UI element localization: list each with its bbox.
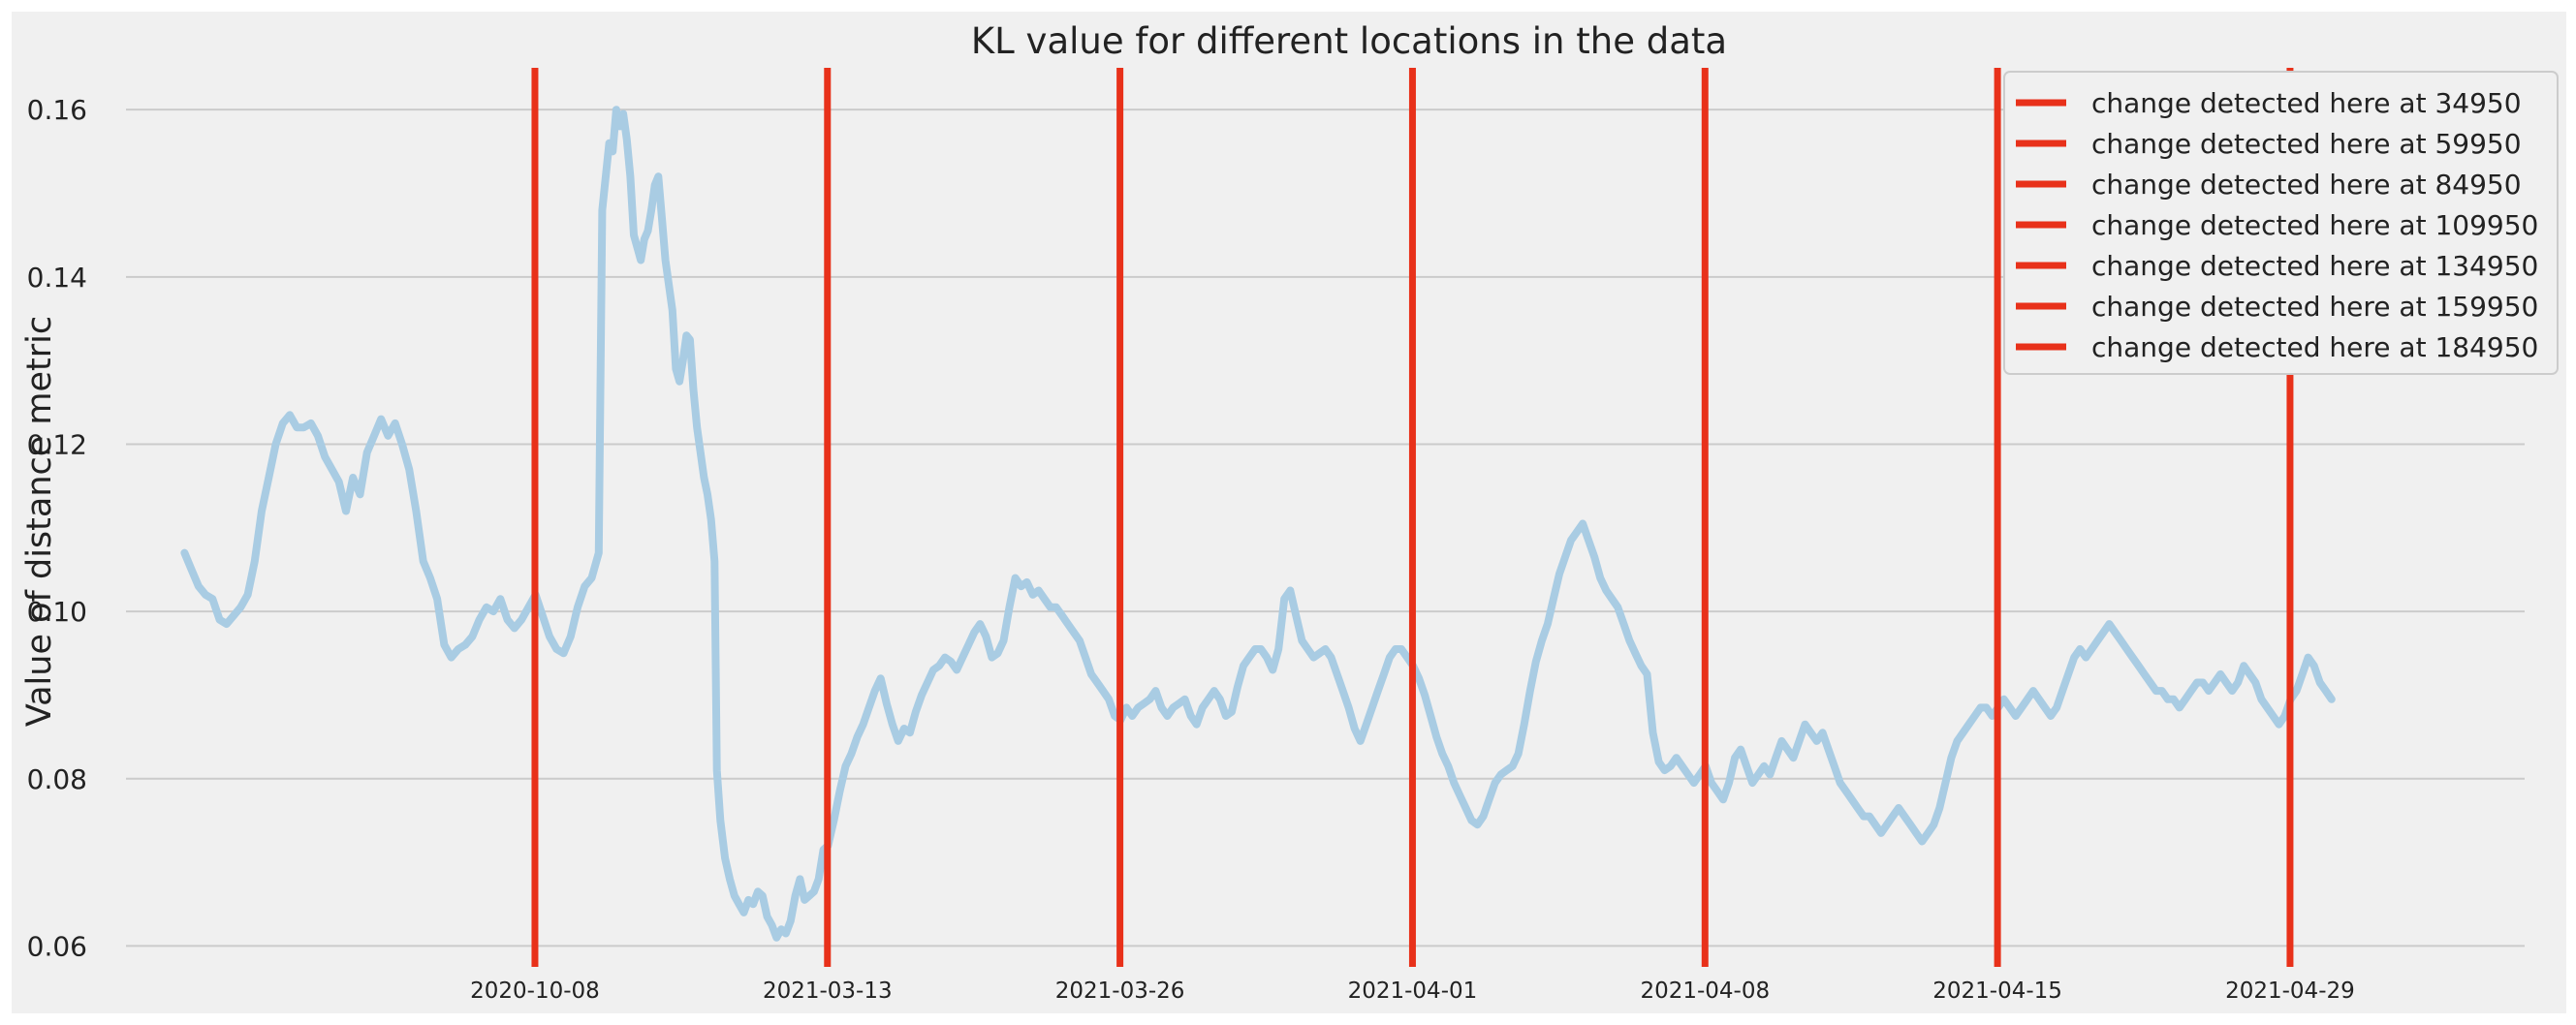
- y-tick-label: 0.08: [27, 763, 87, 795]
- chart-title: KL value for different locations in the …: [971, 20, 1727, 62]
- x-tick-label: 2021-03-13: [763, 978, 893, 1004]
- legend-label: change detected here at 84950: [2091, 169, 2522, 201]
- y-tick-label: 0.06: [27, 930, 87, 962]
- legend-label: change detected here at 59950: [2091, 128, 2522, 160]
- x-tick-label: 2021-04-29: [2225, 978, 2355, 1004]
- y-tick-label: 0.14: [27, 262, 87, 294]
- y-tick-label: 0.10: [27, 596, 87, 628]
- legend-label: change detected here at 134950: [2091, 250, 2538, 282]
- series-layer: [180, 106, 2336, 942]
- legend: change detected here at 34950 change dete…: [2003, 71, 2559, 375]
- x-tick-label: 2021-04-01: [1348, 978, 1478, 1004]
- x-tick-label: 2020-10-08: [470, 978, 600, 1004]
- kl-series-line: [180, 106, 2336, 942]
- legend-label: change detected here at 159950: [2091, 291, 2538, 323]
- y-tick-labels: 0.06 0.08 0.10 0.12 0.14 0.16: [27, 94, 87, 962]
- x-tick-labels: 2020-10-08 2021-03-13 2021-03-26 2021-04-01…: [470, 978, 2355, 1004]
- y-axis-label: Value of distance metric: [20, 316, 59, 727]
- legend-entries: change detected here at 34950 change dete…: [2016, 87, 2538, 363]
- legend-label: change detected here at 109950: [2091, 209, 2538, 241]
- legend-box: [2003, 71, 2559, 375]
- x-tick-label: 2021-04-08: [1640, 978, 1770, 1004]
- legend-label: change detected here at 34950: [2091, 87, 2522, 119]
- legend-label: change detected here at 184950: [2091, 331, 2538, 363]
- y-tick-label: 0.12: [27, 428, 87, 460]
- x-tick-label: 2021-03-26: [1055, 978, 1185, 1004]
- y-tick-label: 0.16: [27, 94, 87, 126]
- x-tick-label: 2021-04-15: [1932, 978, 2062, 1004]
